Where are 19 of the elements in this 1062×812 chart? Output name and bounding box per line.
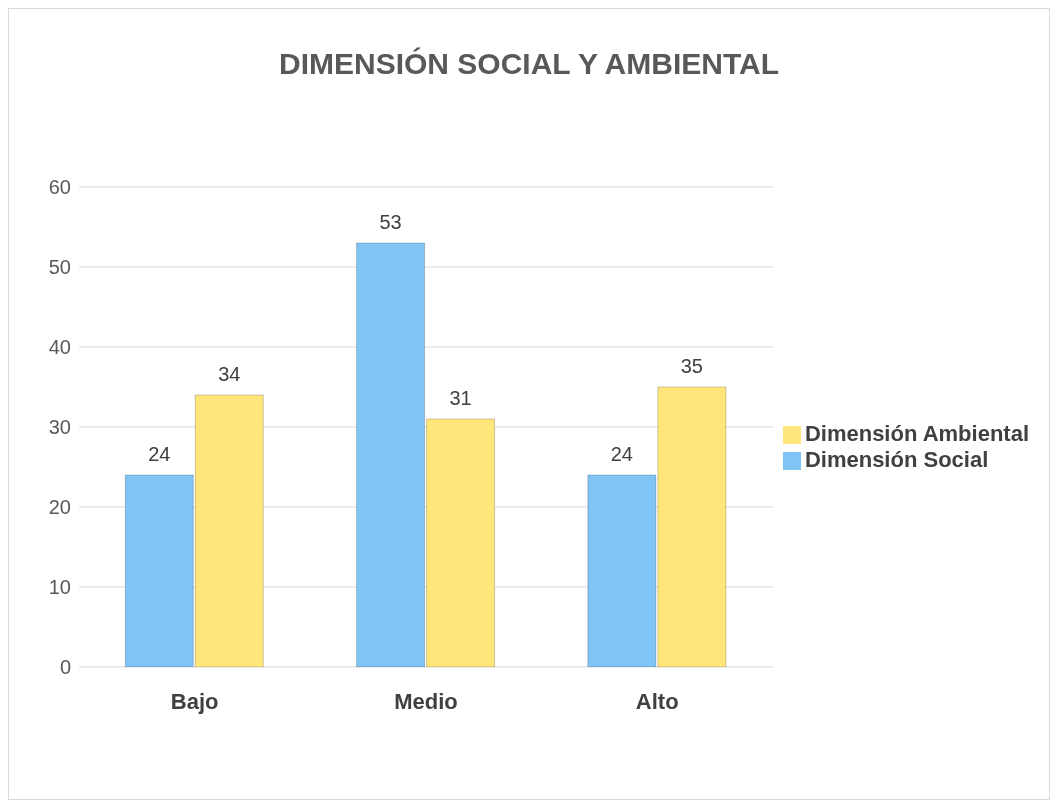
x-tick-label: Medio <box>394 688 458 714</box>
y-tick-label: 40 <box>48 336 71 359</box>
data-label: 53 <box>379 211 402 233</box>
legend-label: Dimensión Ambiental <box>804 421 1029 446</box>
y-tick-label: 30 <box>48 416 71 439</box>
x-tick-label: Alto <box>635 688 679 714</box>
data-label: 35 <box>680 355 703 377</box>
y-tick-label: 50 <box>48 256 71 279</box>
y-tick-label: 20 <box>48 496 71 519</box>
y-tick-label: 60 <box>48 176 71 199</box>
chart-title: DIMENSIÓN SOCIAL Y AMBIENTAL <box>277 46 780 82</box>
data-label: 31 <box>449 387 472 409</box>
legend-label: Dimensión Social <box>804 447 989 472</box>
data-label: 34 <box>218 363 241 385</box>
data-label: 24 <box>610 443 633 465</box>
x-tick-label: Bajo <box>170 688 219 714</box>
y-tick-label: 10 <box>48 576 71 599</box>
y-tick-label: 0 <box>59 656 71 679</box>
data-label: 24 <box>148 443 171 465</box>
